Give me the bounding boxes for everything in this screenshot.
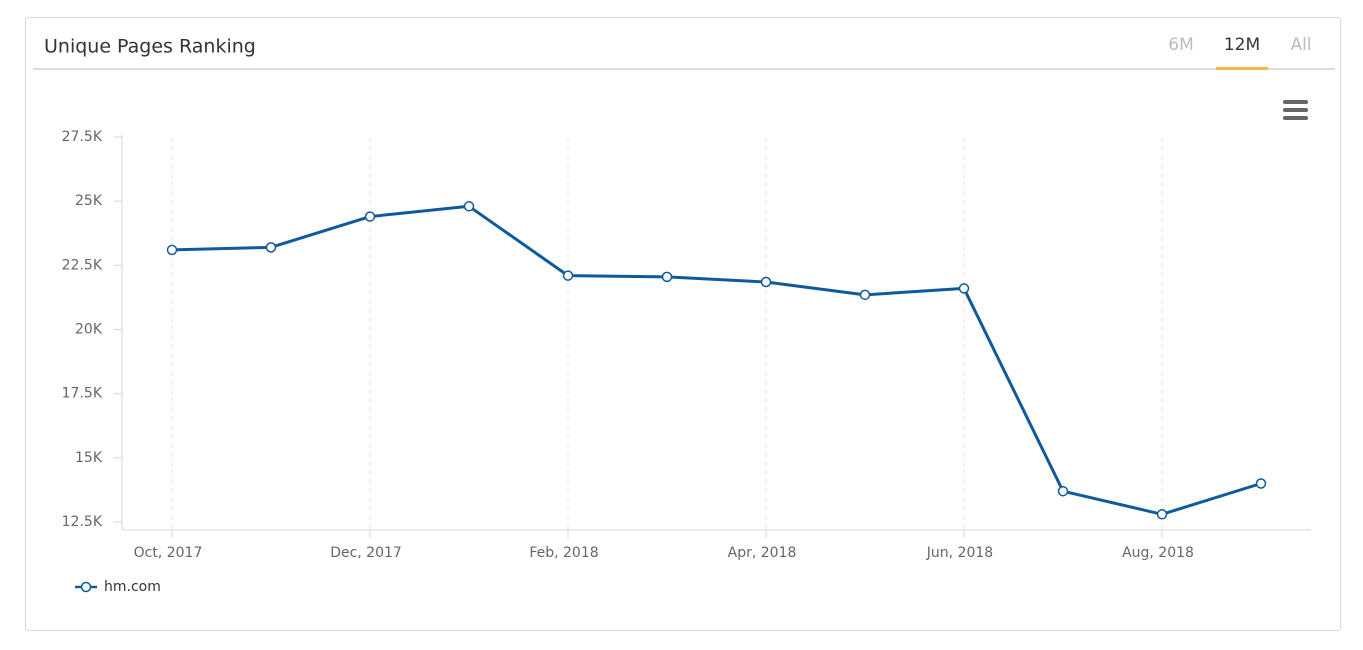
- card: [25, 17, 1341, 631]
- x-tick-label: Feb, 2018: [529, 545, 598, 561]
- menu-icon[interactable]: [1283, 100, 1308, 120]
- y-tick-label: 27.5K: [62, 129, 103, 145]
- data-point[interactable]: [364, 211, 376, 222]
- data-point[interactable]: [265, 242, 277, 253]
- active-tab-underline: [1216, 67, 1268, 70]
- y-tick-label: 17.5K: [62, 386, 103, 402]
- legend-symbol: [80, 581, 92, 593]
- series-line: [171, 204, 1262, 516]
- data-point[interactable]: [1255, 478, 1267, 489]
- data-point[interactable]: [562, 270, 574, 281]
- range-tab[interactable]: 6M: [1168, 35, 1193, 55]
- y-tick-label: 12.5K: [62, 514, 103, 530]
- data-point[interactable]: [463, 201, 475, 212]
- x-tick-label: Aug, 2018: [1122, 545, 1194, 561]
- y-tick-label: 15K: [75, 450, 103, 466]
- legend-label[interactable]: hm.com: [104, 579, 161, 595]
- data-point[interactable]: [661, 271, 673, 283]
- range-tab[interactable]: All: [1290, 35, 1311, 55]
- y-tick-label: 25K: [75, 193, 103, 209]
- x-tick-label: Jun, 2018: [926, 545, 993, 561]
- y-tick-label: 22.5K: [62, 257, 103, 273]
- data-point[interactable]: [1156, 509, 1168, 520]
- x-tick-label: Dec, 2017: [330, 545, 402, 561]
- data-point[interactable]: [760, 276, 772, 288]
- data-point[interactable]: [1057, 485, 1069, 497]
- data-point[interactable]: [166, 244, 178, 256]
- range-tab[interactable]: 12M: [1224, 35, 1260, 55]
- data-point[interactable]: [958, 283, 970, 294]
- x-tick-label: Apr, 2018: [728, 545, 797, 561]
- data-point[interactable]: [859, 289, 871, 301]
- x-tick-label: Oct, 2017: [134, 545, 203, 561]
- card-title: Unique Pages Ranking: [44, 36, 256, 58]
- y-tick-label: 20K: [75, 322, 103, 338]
